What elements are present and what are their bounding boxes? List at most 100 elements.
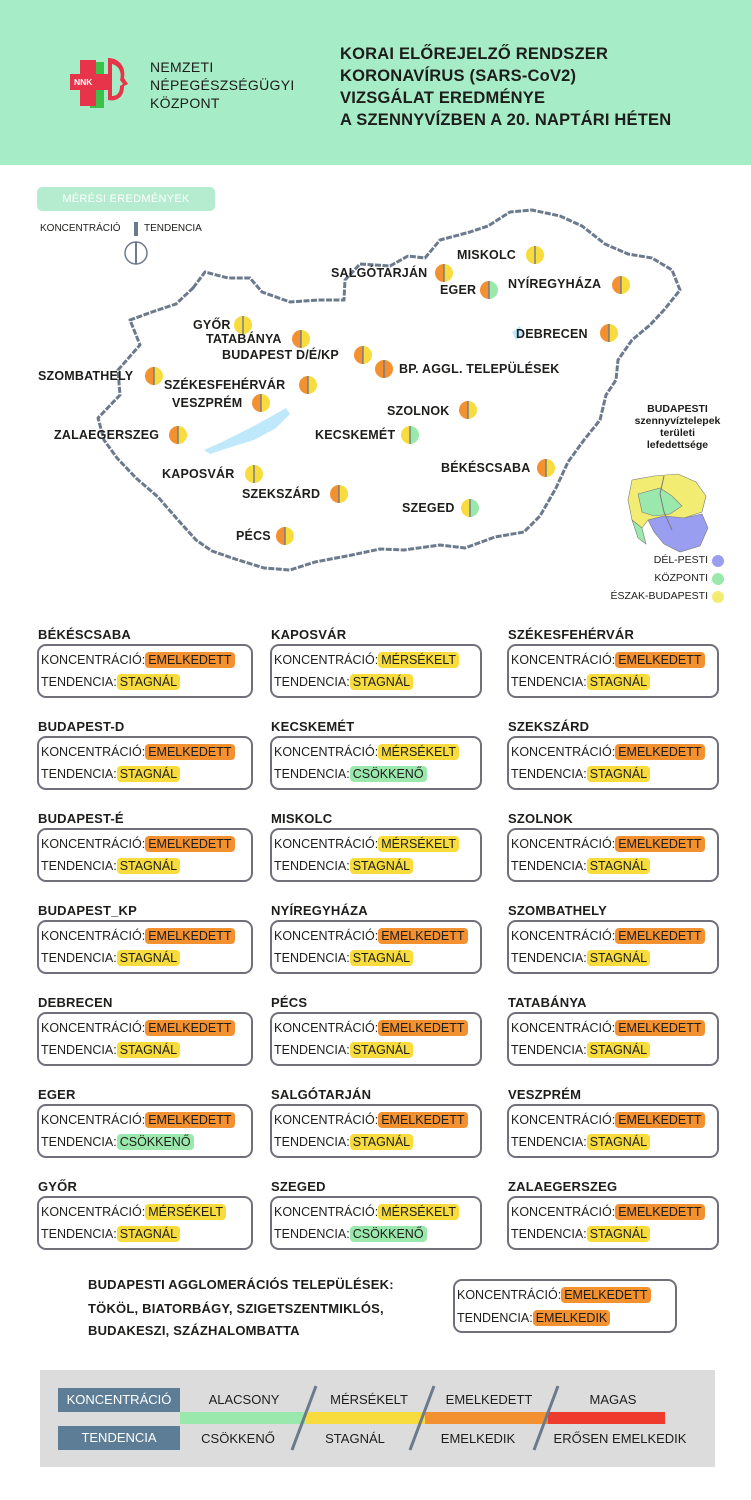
card-konc-row: KONCENTRÁCIÓ: EMELKEDETT xyxy=(41,652,235,668)
legend-konc-level: MÉRSÉKELT xyxy=(330,1392,408,1407)
tend-badge: CSÖKKENŐ xyxy=(116,1134,194,1150)
konc-badge: EMELKEDETT xyxy=(615,1204,705,1220)
card-konc-row: KONCENTRÁCIÓ: EMELKEDETT xyxy=(511,1204,705,1220)
bp-inset-title: BUDAPESTI szennyvíztelepek területi lefe… xyxy=(610,403,745,451)
card-tend-row: TENDENCIA: STAGNÁL xyxy=(511,858,651,874)
card-title: BUDAPEST-D xyxy=(38,719,125,734)
card: KONCENTRÁCIÓ: EMELKEDETT TENDENCIA: STAGNÁL xyxy=(37,736,253,790)
legend-color-bar xyxy=(548,1412,665,1424)
konc-badge: MÉRSÉKELT xyxy=(378,1204,459,1220)
konc-label: KONCENTRÁCIÓ: xyxy=(41,1021,146,1035)
budapest-map xyxy=(627,473,709,553)
map-label-salgótarján: SALGÓTARJÁN xyxy=(331,266,428,280)
card-tend-row: TENDENCIA: CSÖKKENŐ xyxy=(274,1226,427,1242)
tend-label: TENDENCIA: xyxy=(274,767,350,781)
card-konc-row: KONCENTRÁCIÓ: EMELKEDETT xyxy=(511,652,705,668)
map-marker-szolnok xyxy=(458,400,478,425)
card-konc-row: KONCENTRÁCIÓ: MÉRSÉKELT xyxy=(274,652,459,668)
tend-label: TENDENCIA: xyxy=(41,767,117,781)
konc-badge: EMELKEDETT xyxy=(145,1020,235,1036)
card-title: BUDAPEST_KP xyxy=(38,903,137,918)
card-title: SZOMBATHELY xyxy=(508,903,607,918)
konc-label: KONCENTRÁCIÓ: xyxy=(511,653,616,667)
legend-tend-level: STAGNÁL xyxy=(325,1431,385,1446)
bp-inset-line-4: lefedettsége xyxy=(646,439,709,451)
map-label-szekszárd: SZEKSZÁRD xyxy=(242,487,321,501)
map-label-székesfehérvár: SZÉKESFEHÉRVÁR xyxy=(164,378,286,392)
org-line-2: NÉPEGÉSZSÉGÜGYI xyxy=(150,77,295,93)
map-marker-székesfehérvár xyxy=(298,375,318,400)
konc-badge: EMELKEDETT xyxy=(615,836,705,852)
konc-label: KONCENTRÁCIÓ: xyxy=(41,745,146,759)
konc-label: KONCENTRÁCIÓ: xyxy=(274,1021,379,1035)
konc-label: KONCENTRÁCIÓ: xyxy=(274,837,379,851)
card-konc-row: KONCENTRÁCIÓ: MÉRSÉKELT xyxy=(274,1204,459,1220)
tend-label: TENDENCIA: xyxy=(511,951,587,965)
card-tend-row: TENDENCIA: STAGNÁL xyxy=(41,674,181,690)
konc-label: KONCENTRÁCIÓ: xyxy=(41,653,146,667)
card-title: NYÍREGYHÁZA xyxy=(271,903,368,918)
konc-badge: EMELKEDETT xyxy=(145,836,235,852)
map-marker-budapest-d-é-kp xyxy=(353,345,373,370)
map-marker-szekszárd xyxy=(329,484,349,509)
card-tend-row: TENDENCIA: STAGNÁL xyxy=(274,950,414,966)
konc-badge: MÉRSÉKELT xyxy=(378,652,459,668)
key-divider xyxy=(134,222,138,236)
card: KONCENTRÁCIÓ: EMELKEDETT TENDENCIA: STAGNÁL xyxy=(507,1012,719,1066)
tend-badge: STAGNÁL xyxy=(116,1226,181,1242)
tend-label: TENDENCIA: xyxy=(511,675,587,689)
card-konc-row: KONCENTRÁCIÓ: MÉRSÉKELT xyxy=(274,744,459,760)
tend-label: TENDENCIA: xyxy=(274,1227,350,1241)
tend-badge: STAGNÁL xyxy=(116,858,181,874)
card-title: SALGÓTARJÁN xyxy=(271,1087,372,1102)
tend-label: TENDENCIA: xyxy=(511,1227,587,1241)
map-marker-kecskemét xyxy=(400,425,420,450)
tend-badge: STAGNÁL xyxy=(586,766,651,782)
konc-label: KONCENTRÁCIÓ: xyxy=(41,929,146,943)
card: KONCENTRÁCIÓ: EMELKEDETT TENDENCIA: STAGNÁL xyxy=(37,644,253,698)
card: KONCENTRÁCIÓ: EMELKEDETT TENDENCIA: STAGNÁL xyxy=(37,828,253,882)
tend-badge: CSÖKKENŐ xyxy=(349,1226,427,1242)
map-label-kaposvár: KAPOSVÁR xyxy=(162,467,235,481)
legend-color-bar xyxy=(425,1412,548,1424)
konc-badge: EMELKEDETT xyxy=(378,1112,468,1128)
bp-inset-line-2: szennyvíztelepek xyxy=(634,415,721,427)
tend-badge: STAGNÁL xyxy=(116,766,181,782)
konc-badge: MÉRSÉKELT xyxy=(378,836,459,852)
legend-color-bar xyxy=(305,1412,425,1424)
card: KONCENTRÁCIÓ: MÉRSÉKELT TENDENCIA: CSÖKKENŐ xyxy=(270,736,482,790)
title-line-2: KORONAVÍRUS (SARS-CoV2) xyxy=(340,67,577,85)
tend-badge: STAGNÁL xyxy=(586,1042,651,1058)
tend-badge: STAGNÁL xyxy=(586,674,651,690)
card-tend-row: TENDENCIA: STAGNÁL xyxy=(41,1226,181,1242)
konc-badge: EMELKEDETT xyxy=(378,1020,468,1036)
lake-tisza xyxy=(512,326,524,340)
card: KONCENTRÁCIÓ: EMELKEDETT TENDENCIA: STAGNÁL xyxy=(507,736,719,790)
card-tend-row: TENDENCIA: STAGNÁL xyxy=(274,1134,414,1150)
konc-label: KONCENTRÁCIÓ: xyxy=(511,1205,616,1219)
konc-label: KONCENTRÁCIÓ: xyxy=(41,1113,146,1127)
measurement-results-label: MÉRÉSI EREDMÉNYEK xyxy=(37,187,215,211)
card: KONCENTRÁCIÓ: MÉRSÉKELT TENDENCIA: STAGNÁL xyxy=(270,828,482,882)
map-marker-győr xyxy=(233,315,253,340)
title-line-4: A SZENNYVÍZBEN A 20. NAPTÁRI HÉTEN xyxy=(340,111,672,129)
tend-label: TENDENCIA: xyxy=(511,859,587,873)
map-label-szeged: SZEGED xyxy=(402,501,455,515)
map-marker-salgótarján xyxy=(434,263,454,288)
map-label-békéscsaba: BÉKÉSCSABA xyxy=(441,461,531,475)
tend-badge: STAGNÁL xyxy=(349,674,414,690)
tend-label: TENDENCIA: xyxy=(511,767,587,781)
card-konc-row: KONCENTRÁCIÓ: EMELKEDETT xyxy=(511,1020,705,1036)
key-tendency-label: TENDENCIA xyxy=(144,223,202,234)
card-konc-row: KONCENTRÁCIÓ: EMELKEDETT xyxy=(274,1020,468,1036)
map-label-kecskemét: KECSKEMÉT xyxy=(315,428,396,442)
map-label-győr: GYŐR xyxy=(193,318,231,332)
map-marker-kaposvár xyxy=(244,464,264,489)
nnk-logo: NNK xyxy=(68,56,138,112)
card-title: BÉKÉSCSABA xyxy=(38,627,132,642)
tend-label: TENDENCIA: xyxy=(41,675,117,689)
map-marker-miskolc xyxy=(525,245,545,270)
map-label-veszprém: VESZPRÉM xyxy=(172,396,243,410)
legend-konc-level: MAGAS xyxy=(589,1392,637,1407)
map-marker-nyíregyháza xyxy=(611,275,631,300)
